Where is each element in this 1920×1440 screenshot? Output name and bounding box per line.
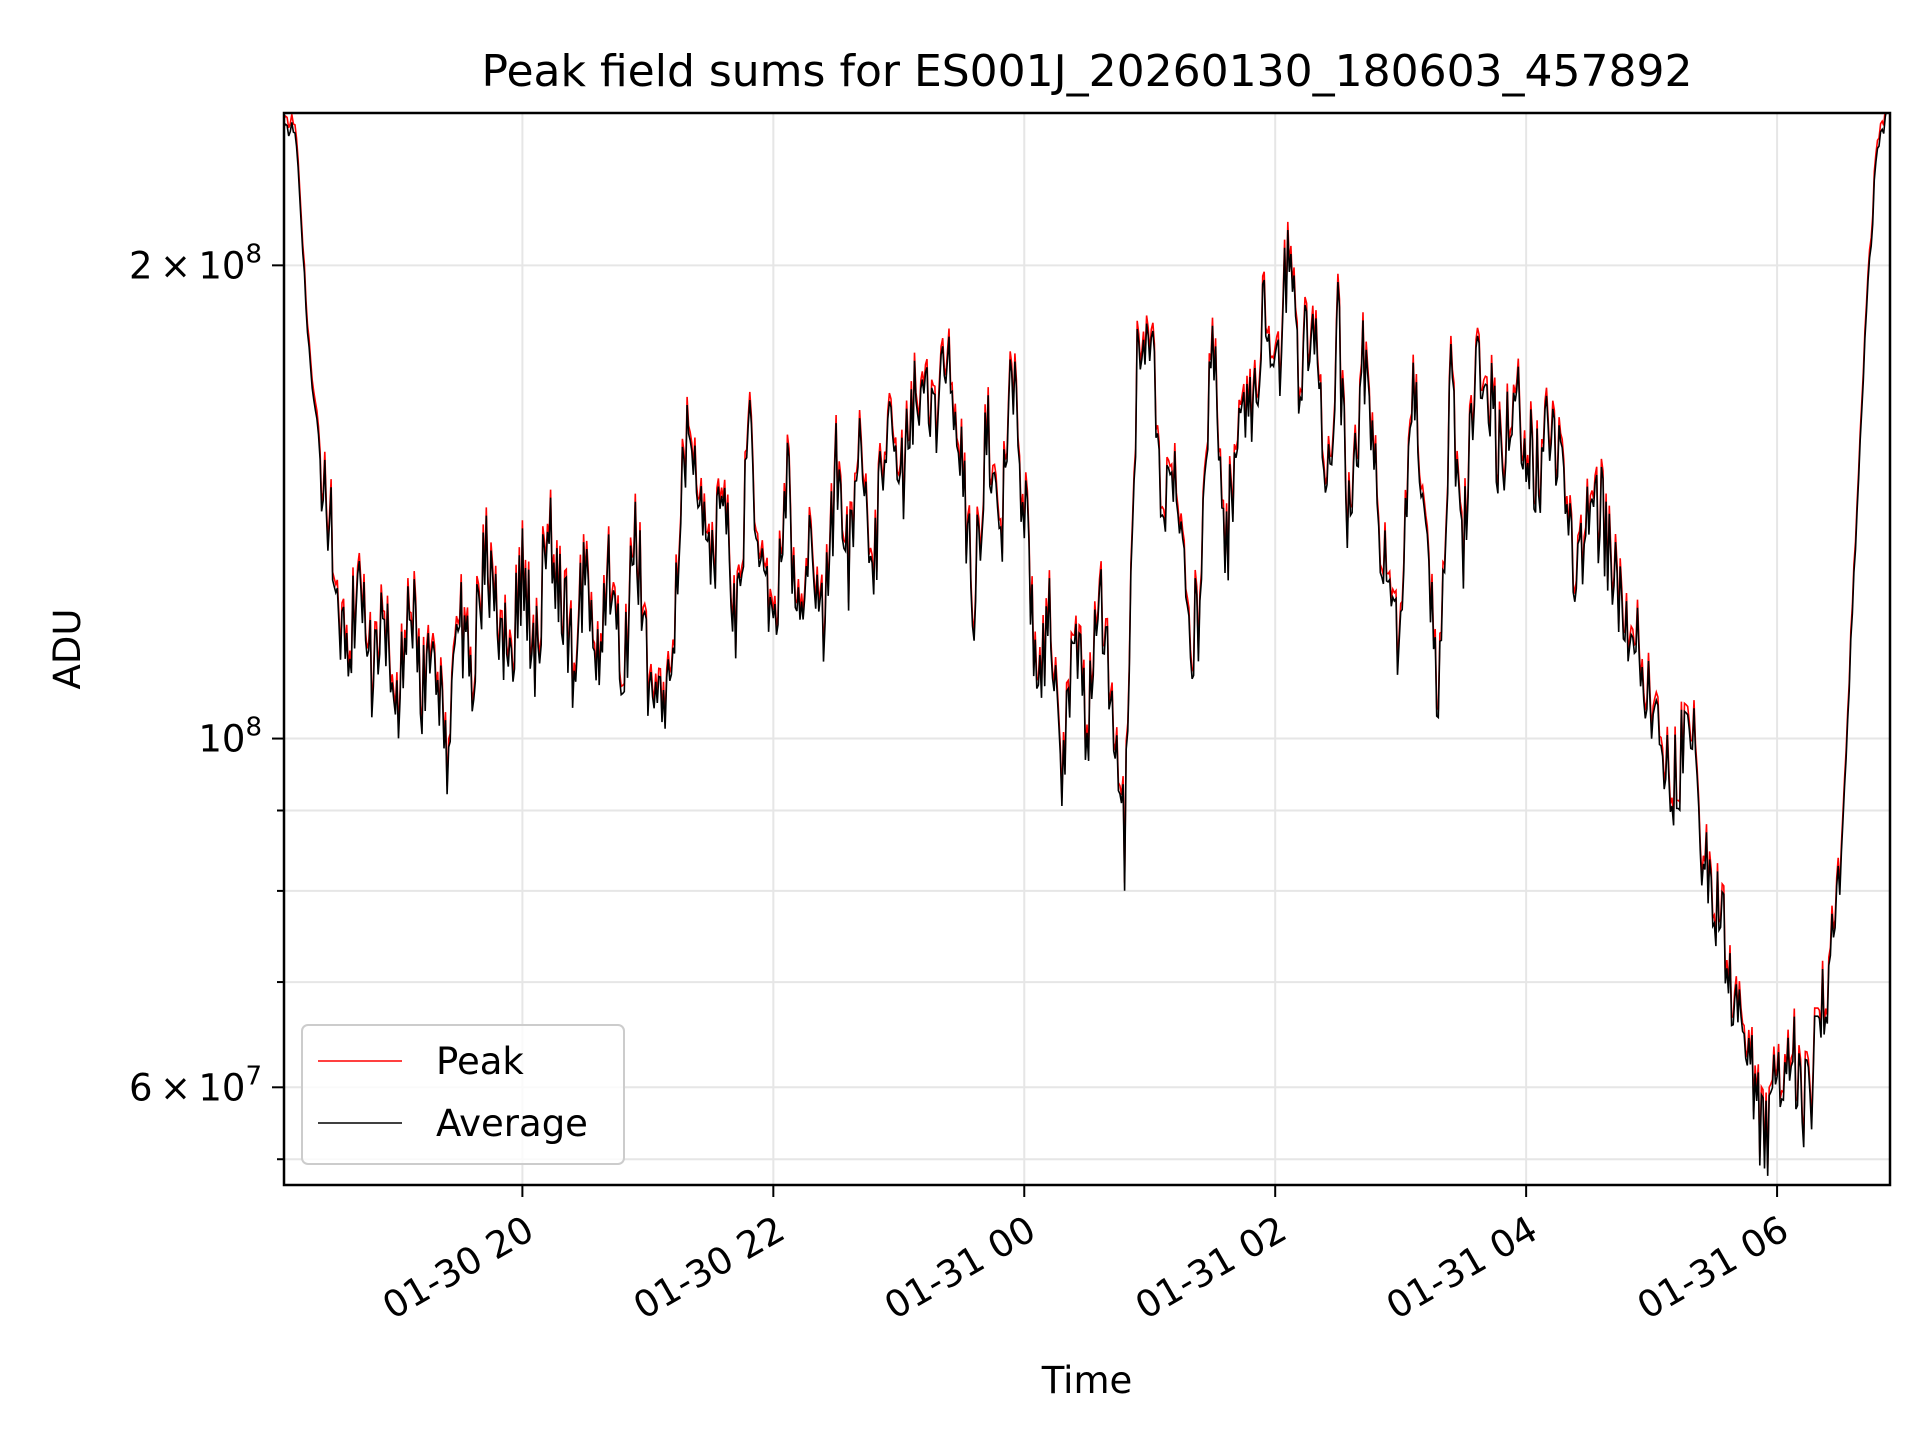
y-tick-label: 6 × 107 <box>129 1061 262 1109</box>
legend-box <box>301 1024 625 1165</box>
legend-label-peak: Peak <box>436 1040 524 1083</box>
legend: Peak Average <box>301 1024 625 1165</box>
plot-frame <box>282 111 1892 1187</box>
x-axis-label: Time <box>1041 1359 1133 1402</box>
legend-label-average: Average <box>436 1102 588 1145</box>
series-line-average <box>284 113 1887 1176</box>
series-layer <box>284 113 1887 1176</box>
grid-lines <box>284 113 1890 1185</box>
y-axis-label: ADU <box>46 609 89 690</box>
y-tick-label: 108 <box>198 713 262 761</box>
y-tick-label: 2 × 108 <box>129 239 262 287</box>
chart-title: Peak field sums for ES001J_20260130_1806… <box>481 46 1692 97</box>
